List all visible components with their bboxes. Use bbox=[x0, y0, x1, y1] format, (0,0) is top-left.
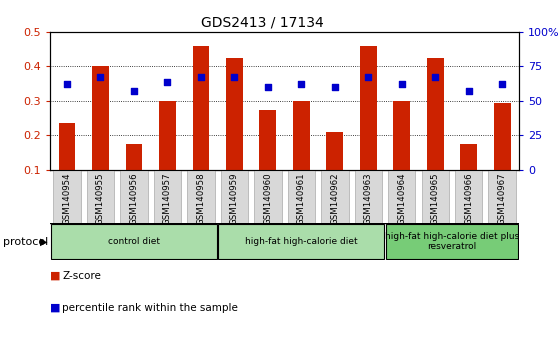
Text: GSM140954: GSM140954 bbox=[62, 172, 71, 225]
Text: GSM140963: GSM140963 bbox=[364, 172, 373, 225]
Bar bbox=[427, 58, 444, 204]
Bar bbox=[287, 170, 315, 223]
Point bbox=[297, 81, 306, 86]
Bar bbox=[421, 170, 449, 223]
Bar bbox=[226, 58, 243, 204]
Bar bbox=[460, 144, 477, 204]
Point bbox=[230, 74, 239, 80]
Bar bbox=[393, 101, 410, 204]
Text: GSM140955: GSM140955 bbox=[96, 172, 105, 225]
Bar bbox=[293, 101, 310, 204]
Bar bbox=[354, 170, 382, 223]
Text: GSM140965: GSM140965 bbox=[431, 172, 440, 225]
Text: GDS2413 / 17134: GDS2413 / 17134 bbox=[201, 16, 324, 30]
Bar bbox=[388, 170, 416, 223]
Text: GSM140967: GSM140967 bbox=[498, 172, 507, 225]
Bar bbox=[488, 170, 516, 223]
Bar bbox=[153, 170, 181, 223]
Text: percentile rank within the sample: percentile rank within the sample bbox=[62, 303, 238, 313]
Text: GSM140960: GSM140960 bbox=[263, 172, 272, 225]
Text: Z-score: Z-score bbox=[62, 271, 102, 281]
Text: GSM140957: GSM140957 bbox=[163, 172, 172, 225]
Point bbox=[163, 79, 172, 85]
Text: high-fat high-calorie diet plus
resveratrol: high-fat high-calorie diet plus resverat… bbox=[385, 232, 519, 251]
Text: ■: ■ bbox=[50, 303, 64, 313]
Bar bbox=[53, 170, 81, 223]
Bar bbox=[326, 132, 343, 204]
Point bbox=[96, 74, 105, 80]
Text: GSM140958: GSM140958 bbox=[196, 172, 205, 225]
Point bbox=[464, 88, 473, 93]
Point bbox=[397, 81, 406, 86]
Bar bbox=[455, 170, 483, 223]
Point bbox=[364, 74, 373, 80]
Point bbox=[330, 84, 339, 90]
Text: GSM140966: GSM140966 bbox=[464, 172, 473, 225]
Text: control diet: control diet bbox=[108, 237, 160, 246]
Text: GSM140961: GSM140961 bbox=[297, 172, 306, 225]
Text: GSM140959: GSM140959 bbox=[230, 172, 239, 225]
Bar bbox=[51, 224, 217, 259]
Bar bbox=[126, 144, 142, 204]
Text: ▶: ▶ bbox=[40, 236, 47, 247]
Text: GSM140962: GSM140962 bbox=[330, 172, 339, 225]
Text: high-fat high-calorie diet: high-fat high-calorie diet bbox=[245, 237, 358, 246]
Bar bbox=[220, 170, 248, 223]
Bar bbox=[120, 170, 148, 223]
Text: GSM140956: GSM140956 bbox=[129, 172, 138, 225]
Bar bbox=[218, 224, 384, 259]
Bar bbox=[321, 170, 349, 223]
Point bbox=[263, 84, 272, 90]
Bar bbox=[86, 170, 114, 223]
Bar bbox=[254, 170, 282, 223]
Bar bbox=[360, 46, 377, 204]
Point bbox=[431, 74, 440, 80]
Bar bbox=[59, 123, 75, 204]
Bar bbox=[386, 224, 518, 259]
Bar bbox=[92, 67, 109, 204]
Text: GSM140964: GSM140964 bbox=[397, 172, 406, 225]
Bar bbox=[159, 101, 176, 204]
Text: ■: ■ bbox=[50, 271, 64, 281]
Point bbox=[62, 81, 71, 86]
Point bbox=[196, 74, 205, 80]
Bar bbox=[259, 109, 276, 204]
Bar bbox=[187, 170, 215, 223]
Bar bbox=[494, 103, 511, 204]
Text: protocol: protocol bbox=[3, 236, 48, 247]
Point bbox=[498, 81, 507, 86]
Point bbox=[129, 88, 138, 93]
Bar bbox=[193, 46, 209, 204]
